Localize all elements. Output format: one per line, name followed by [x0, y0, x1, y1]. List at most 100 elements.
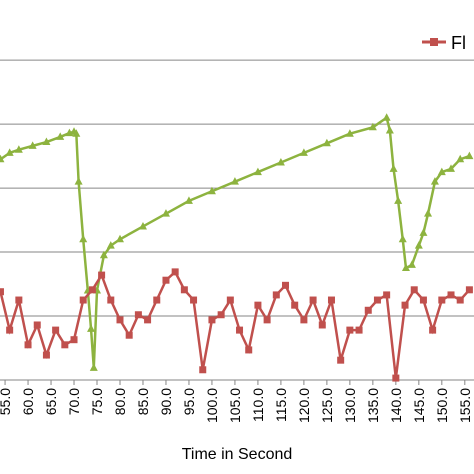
x-tick-label: 65.0 — [43, 388, 59, 415]
point — [98, 271, 106, 279]
point — [373, 296, 381, 304]
point — [383, 291, 391, 299]
point — [368, 122, 377, 131]
point — [385, 126, 394, 134]
point — [282, 281, 290, 289]
x-tick-label: 150.0 — [434, 388, 450, 423]
x-tick-label: 70.0 — [66, 388, 82, 415]
point — [153, 296, 161, 304]
point — [190, 296, 198, 304]
point — [230, 177, 239, 185]
point — [236, 326, 244, 334]
x-tick-label: 145.0 — [411, 388, 427, 423]
x-tick-label: 100.0 — [204, 388, 220, 423]
x-tick-label: 55.0 — [0, 388, 13, 415]
point — [276, 157, 285, 166]
point — [0, 288, 4, 296]
point — [61, 341, 69, 349]
x-tick-label: 130.0 — [342, 388, 358, 423]
point — [42, 351, 50, 359]
point — [5, 148, 14, 156]
point — [419, 228, 428, 236]
x-tick-label: 135.0 — [365, 388, 381, 423]
point — [144, 316, 152, 324]
point — [414, 241, 423, 249]
point — [456, 296, 464, 304]
point — [456, 154, 465, 163]
point — [337, 356, 345, 364]
point — [138, 221, 147, 230]
series-line — [0, 115, 470, 368]
point — [33, 321, 41, 329]
point — [322, 138, 331, 147]
point — [263, 316, 271, 324]
point — [74, 177, 83, 185]
point — [364, 306, 372, 314]
point — [72, 129, 81, 137]
x-tick-label: 110.0 — [250, 388, 266, 422]
point — [401, 301, 409, 309]
point — [226, 296, 234, 304]
point — [24, 341, 32, 349]
point — [125, 331, 133, 339]
point — [392, 374, 400, 382]
point — [134, 311, 142, 319]
point — [88, 286, 96, 294]
x-tick-label: 90.0 — [158, 388, 174, 415]
point — [180, 286, 188, 294]
legend-entry: Fl — [422, 33, 466, 53]
series-line — [0, 269, 471, 379]
legend-marker — [430, 38, 438, 46]
point — [253, 167, 262, 176]
point — [15, 296, 23, 304]
point — [438, 296, 446, 304]
point — [401, 263, 410, 272]
x-tick-label: 60.0 — [20, 388, 36, 415]
point — [52, 326, 60, 334]
point — [309, 296, 317, 304]
point — [299, 148, 308, 156]
x-tick-label: 105.0 — [227, 388, 243, 423]
point — [254, 301, 262, 309]
x-tick-label: 155.0 — [457, 388, 473, 423]
point — [346, 326, 354, 334]
x-tick-label: 125.0 — [319, 388, 335, 423]
point — [447, 291, 455, 299]
point — [300, 316, 308, 324]
point — [465, 151, 474, 160]
point — [398, 234, 407, 243]
point — [217, 311, 225, 319]
point — [447, 164, 456, 172]
point — [327, 296, 335, 304]
point — [79, 234, 88, 243]
point — [14, 145, 23, 153]
point — [465, 286, 473, 294]
point — [6, 326, 14, 334]
x-axis-title: Time in Second — [182, 446, 293, 463]
point — [171, 268, 179, 276]
point — [272, 291, 280, 299]
x-tick-label: 85.0 — [135, 388, 151, 415]
point — [116, 316, 124, 324]
point — [56, 132, 65, 140]
point — [208, 316, 216, 324]
point — [184, 196, 193, 204]
point — [161, 209, 170, 217]
point — [89, 363, 98, 371]
point — [410, 286, 418, 294]
legend-label: Fl — [451, 33, 466, 53]
point — [87, 324, 96, 332]
point — [355, 326, 363, 334]
point — [107, 296, 115, 304]
point — [382, 113, 391, 121]
point — [430, 177, 439, 185]
x-tick-label: 95.0 — [181, 388, 197, 415]
point — [199, 366, 207, 374]
point — [28, 141, 37, 149]
point — [394, 196, 403, 204]
x-tick-label: 120.0 — [296, 388, 312, 423]
point — [437, 167, 446, 176]
point — [99, 250, 108, 259]
point — [424, 209, 433, 217]
